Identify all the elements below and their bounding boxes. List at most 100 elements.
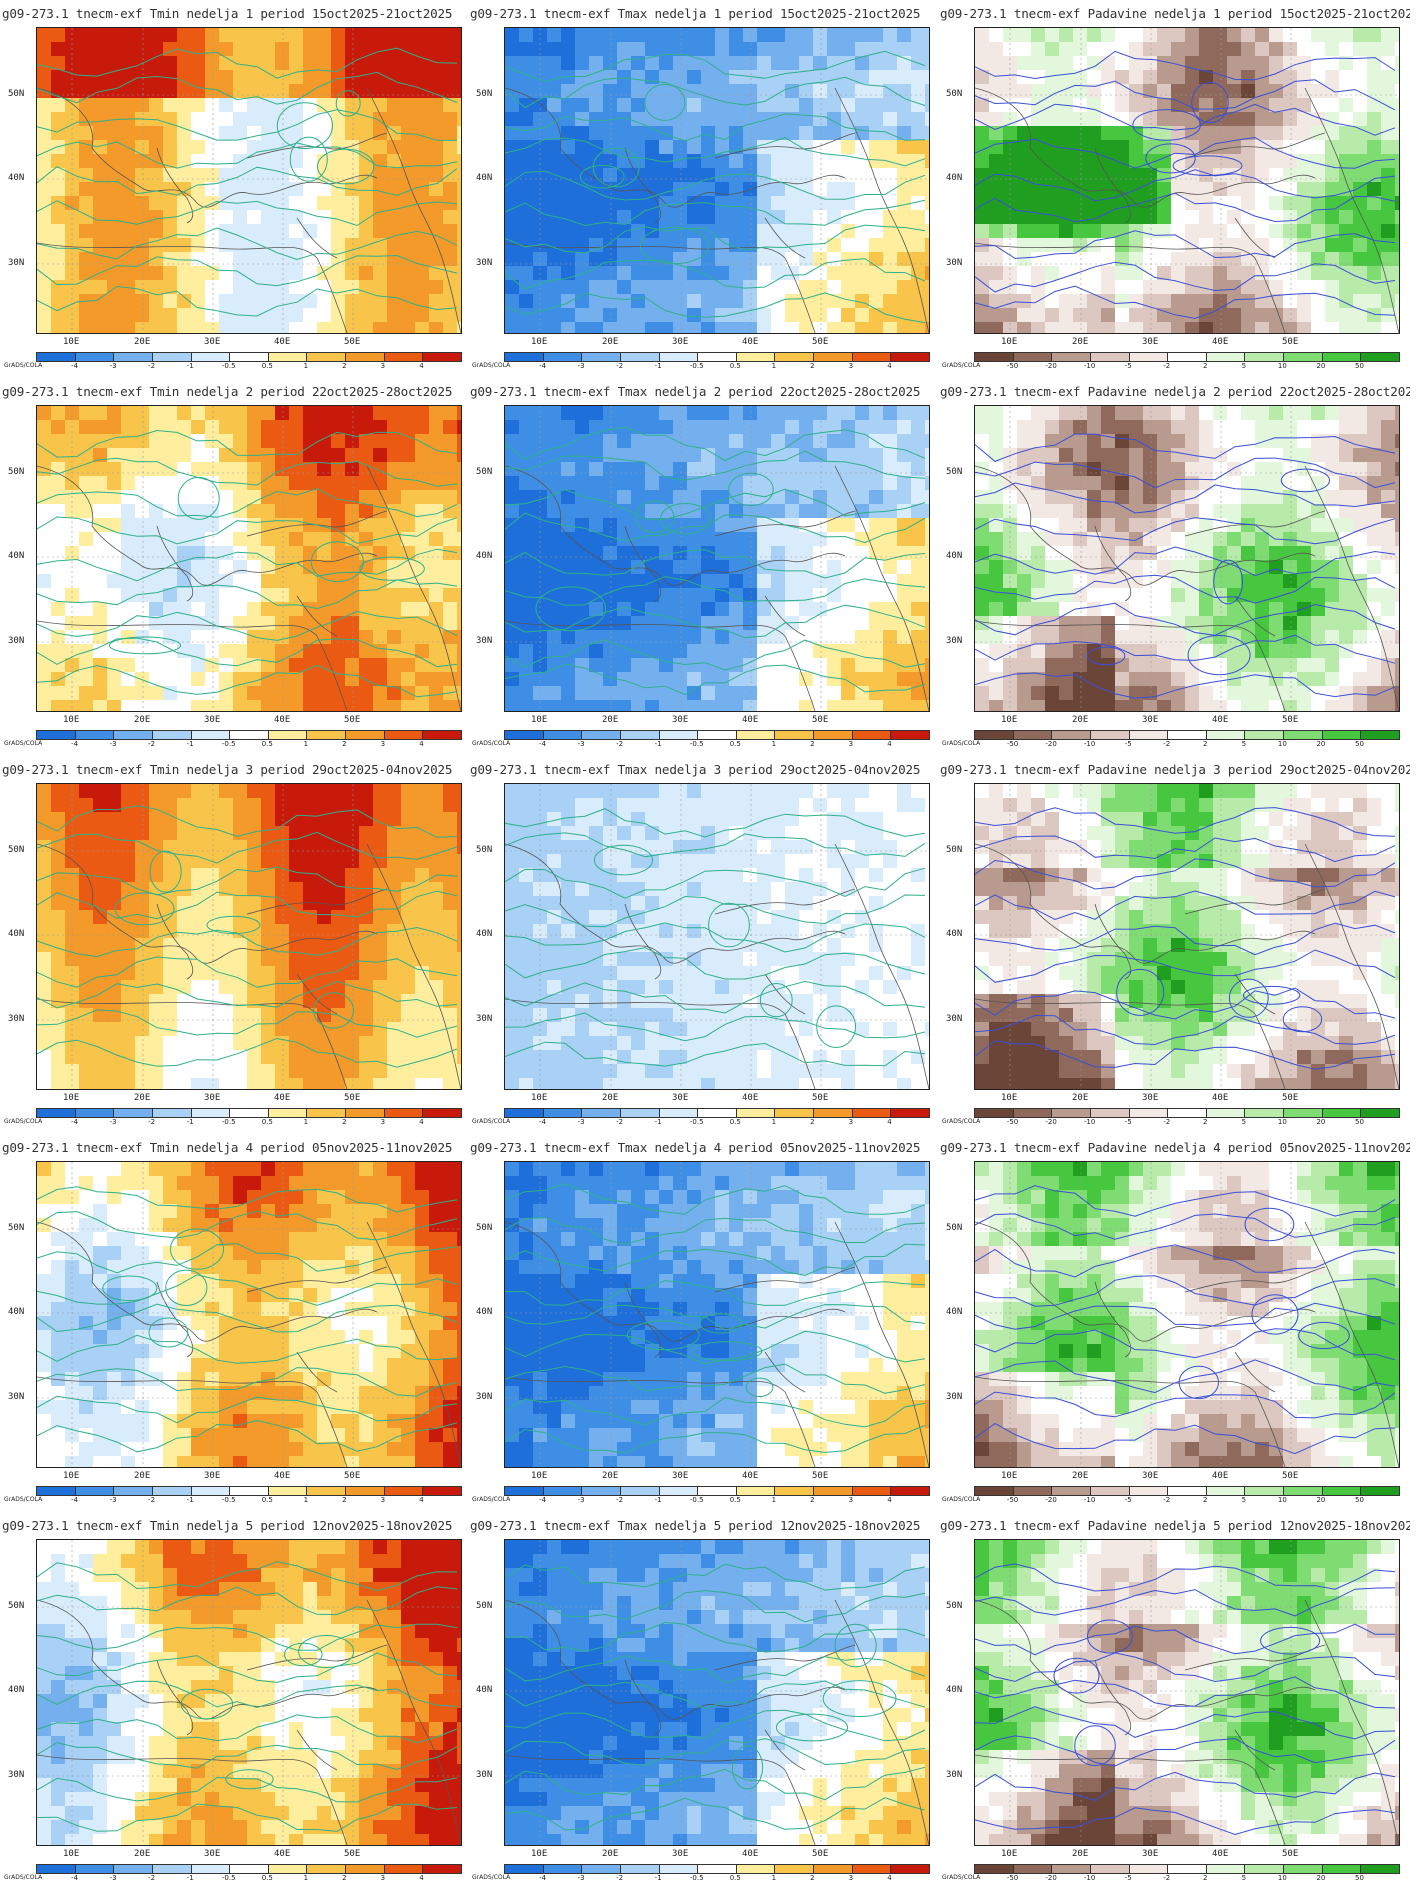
field-cell: [1171, 588, 1186, 603]
field-cell: [1241, 546, 1256, 561]
field-cell: [373, 126, 388, 141]
field-cell: [261, 980, 276, 995]
field-cell: [575, 434, 590, 449]
field-cell: [37, 56, 52, 71]
field-cell: [883, 532, 898, 547]
field-cell: [799, 70, 814, 85]
coastline: [505, 465, 846, 586]
field-cell: [331, 224, 346, 239]
field-cell: [883, 224, 898, 239]
field-cell: [191, 490, 206, 505]
field-cell: [1297, 322, 1312, 333]
field-cell: [289, 686, 304, 701]
field-cell: [219, 490, 234, 505]
field-cell: [1185, 630, 1200, 645]
field-cell: [701, 42, 716, 57]
field-cell: [1367, 70, 1382, 85]
field-cell: [387, 630, 402, 645]
field-cell: [163, 812, 178, 827]
field-cell: [1297, 126, 1312, 141]
field-cell: [617, 476, 632, 491]
field-cell: [1381, 294, 1396, 309]
field-cell: [415, 406, 430, 421]
field-cell: [603, 504, 618, 519]
colorbar-swatch: [1284, 353, 1323, 361]
field-cell: [205, 784, 220, 799]
field-cell: [219, 574, 234, 589]
field-cell: [975, 56, 990, 71]
field-cell: [415, 308, 430, 323]
field-cell: [93, 924, 108, 939]
field-cell: [975, 560, 990, 575]
field-cell: [575, 462, 590, 477]
field-cell: [1129, 154, 1144, 169]
field-cell: [317, 126, 332, 141]
field-cell: [93, 840, 108, 855]
field-cell: [1339, 504, 1354, 519]
field-cell: [149, 210, 164, 225]
latitude-label: 40N: [8, 551, 25, 561]
field-cell: [1395, 112, 1399, 127]
field-cell: [247, 882, 262, 897]
field-cell: [261, 28, 276, 43]
longitude-label: 40E: [742, 337, 759, 347]
field-cell: [1325, 56, 1340, 71]
field-cell: [261, 630, 276, 645]
field-cell: [659, 112, 674, 127]
field-cell: [729, 490, 744, 505]
field-cell: [771, 224, 786, 239]
field-cell: [799, 196, 814, 211]
field-cell: [743, 546, 758, 561]
field-cell: [387, 854, 402, 869]
field-cell: [589, 658, 604, 673]
field-cell: [289, 658, 304, 673]
colorbar-tick-label: -1: [654, 740, 662, 748]
field-cell: [505, 644, 520, 659]
field-cell: [1199, 504, 1214, 519]
field-cell: [429, 686, 444, 701]
field-cell: [659, 672, 674, 687]
field-cell: [233, 322, 248, 333]
field-cell: [443, 294, 458, 309]
field-cell: [975, 308, 990, 323]
field-cell: [1367, 532, 1382, 547]
field-cell: [65, 994, 80, 1009]
field-cell: [1031, 546, 1046, 561]
field-cell: [51, 420, 66, 435]
field-cell: [303, 518, 318, 533]
field-cell: [135, 966, 150, 981]
field-cell: [51, 140, 66, 155]
field-cell: [1297, 420, 1312, 435]
field-cell: [785, 630, 800, 645]
field-cell: [841, 56, 856, 71]
colorbar: [36, 730, 462, 740]
field-cell: [975, 280, 990, 295]
field-cell: [443, 1008, 458, 1023]
field-cell: [163, 896, 178, 911]
field-cell: [317, 70, 332, 85]
field-cell: [289, 112, 304, 127]
field-cell: [603, 224, 618, 239]
field-cell: [1325, 700, 1340, 711]
field-cell: [1283, 196, 1298, 211]
field-cell: [1003, 84, 1018, 99]
field-cell: [701, 266, 716, 281]
colorbar-swatch: [423, 353, 462, 361]
field-cell: [415, 266, 430, 281]
field-cell: [345, 476, 360, 491]
field-cell: [415, 434, 430, 449]
field-cell: [1255, 476, 1270, 491]
field-cell: [533, 28, 548, 43]
field-cell: [757, 476, 772, 491]
field-cell: [771, 574, 786, 589]
field-cell: [163, 308, 178, 323]
field-cell: [289, 238, 304, 253]
field-cell: [883, 546, 898, 561]
field-cell: [1185, 182, 1200, 197]
field-cell: [373, 42, 388, 57]
field-cell: [757, 28, 772, 43]
field-cell: [233, 924, 248, 939]
field-cell: [1269, 182, 1284, 197]
field-cell: [617, 574, 632, 589]
field-cell: [317, 280, 332, 295]
